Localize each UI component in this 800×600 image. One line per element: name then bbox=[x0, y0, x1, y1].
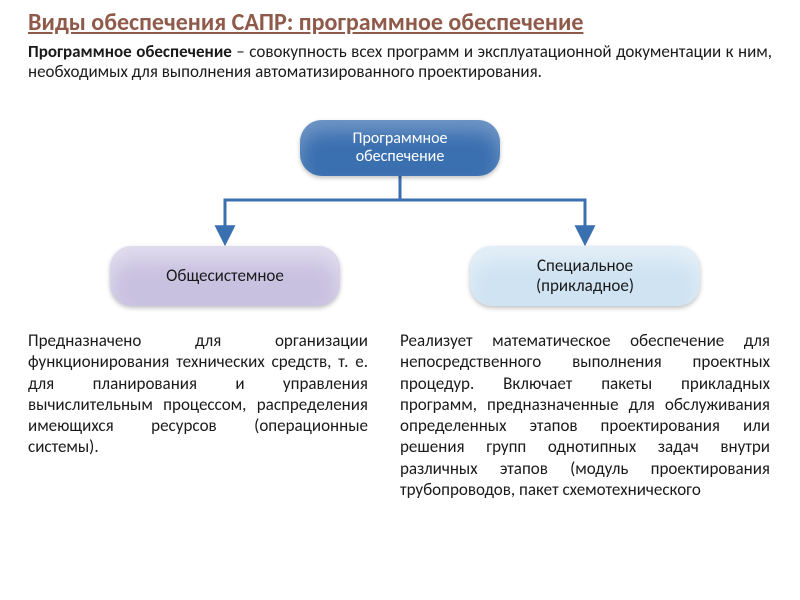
child-node-2: Специальное (прикладное) bbox=[470, 246, 700, 306]
child-node-1: Общесистемное bbox=[110, 246, 340, 306]
child-node-1-label: Общесистемное bbox=[166, 266, 284, 286]
root-node: Программное обеспечение bbox=[300, 120, 500, 176]
tree-diagram: Программное обеспечение Общесистемное Сп… bbox=[0, 120, 800, 320]
root-node-label: Программное обеспечение bbox=[318, 130, 482, 167]
right-column-text: Реализует математическое обеспечение для… bbox=[400, 330, 770, 500]
child-node-2-label: Специальное (прикладное) bbox=[488, 256, 682, 295]
intro-paragraph: Программное обеспечение – совокупность в… bbox=[28, 42, 772, 83]
left-column-text: Предназначено для организации функционир… bbox=[28, 330, 368, 458]
slide-title: Виды обеспечения САПР: программное обесп… bbox=[28, 10, 772, 35]
intro-bold-lead: Программное обеспечение bbox=[28, 41, 232, 62]
